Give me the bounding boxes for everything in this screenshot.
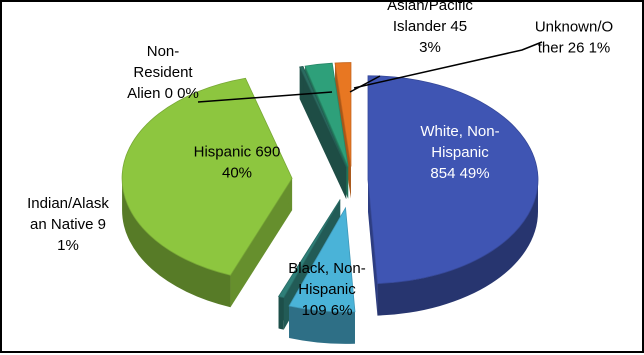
data-label-6: Unknown/O ther 26 1% <box>535 19 613 57</box>
data-label-3-line-0: Hispanic 690 <box>194 144 281 161</box>
slice-6-top <box>334 62 352 167</box>
pie-slice-1 <box>288 206 356 344</box>
leader-line-5 <box>349 75 381 93</box>
data-label-4-line-2: Alien 0 0% <box>127 85 199 102</box>
data-label-1-line-2: 109 6% <box>302 302 353 319</box>
data-label-1: Black, Non- Hispanic 109 6% <box>288 260 366 319</box>
slice-0-rim-0 <box>377 179 538 316</box>
data-label-0-line-1: Hispanic <box>431 144 489 161</box>
slice-1-rim-0 <box>289 305 355 344</box>
slice-5-top <box>304 62 349 167</box>
data-label-5-line-2: 3% <box>419 39 441 56</box>
data-label-6-line-0: Unknown/O <box>535 19 613 36</box>
slice-4-top <box>299 65 347 168</box>
leader-line-6 <box>353 41 543 89</box>
data-label-2-line-1: an Native 9 <box>30 216 106 233</box>
data-label-0-line-0: White, Non- <box>420 123 499 140</box>
data-label-0-line-2: 854 49% <box>430 165 489 182</box>
data-label-1-line-1: Hispanic <box>298 281 356 298</box>
slice-3-wall-0 <box>230 178 293 308</box>
data-label-3: Hispanic 690 40% <box>194 144 281 182</box>
slice-4-wall-1 <box>303 66 347 200</box>
data-label-5-line-0: Asian/Pacific <box>387 2 473 14</box>
pie-slice-3 <box>121 77 293 308</box>
leader-line-4 <box>197 91 333 103</box>
slice-3-top <box>121 77 293 276</box>
data-label-4-line-0: Non- <box>147 43 180 60</box>
slice-2-top <box>277 199 341 299</box>
data-label-1-line-0: Black, Non- <box>288 260 366 277</box>
data-label-4-line-1: Resident <box>133 64 193 81</box>
data-label-5-line-1: Islander 45 <box>393 18 467 35</box>
slice-1-top <box>288 206 356 313</box>
slice-0-wall-1 <box>367 179 378 316</box>
data-label-6-line-1: ther 26 1% <box>538 40 611 57</box>
slice-2-wall-1 <box>278 199 341 329</box>
data-label-2: Indian/Alask an Native 9 1% <box>27 195 109 254</box>
slice-0-top <box>367 75 539 284</box>
slice-2-rim-0 <box>278 296 284 330</box>
data-label-2-line-0: Indian/Alask <box>27 195 109 212</box>
data-label-4: Non- Resident Alien 0 0% <box>127 43 199 102</box>
pie-slice-0 <box>367 75 539 316</box>
slice-3-rim-0 <box>122 178 231 308</box>
data-label-5: Asian/Pacific Islander 45 3% <box>387 2 473 56</box>
pie-slice-4 <box>299 65 347 200</box>
data-label-2-line-2: 1% <box>57 237 79 254</box>
data-label-0: White, Non- Hispanic 854 49% <box>420 123 499 182</box>
data-label-3-line-1: 40% <box>222 165 252 182</box>
